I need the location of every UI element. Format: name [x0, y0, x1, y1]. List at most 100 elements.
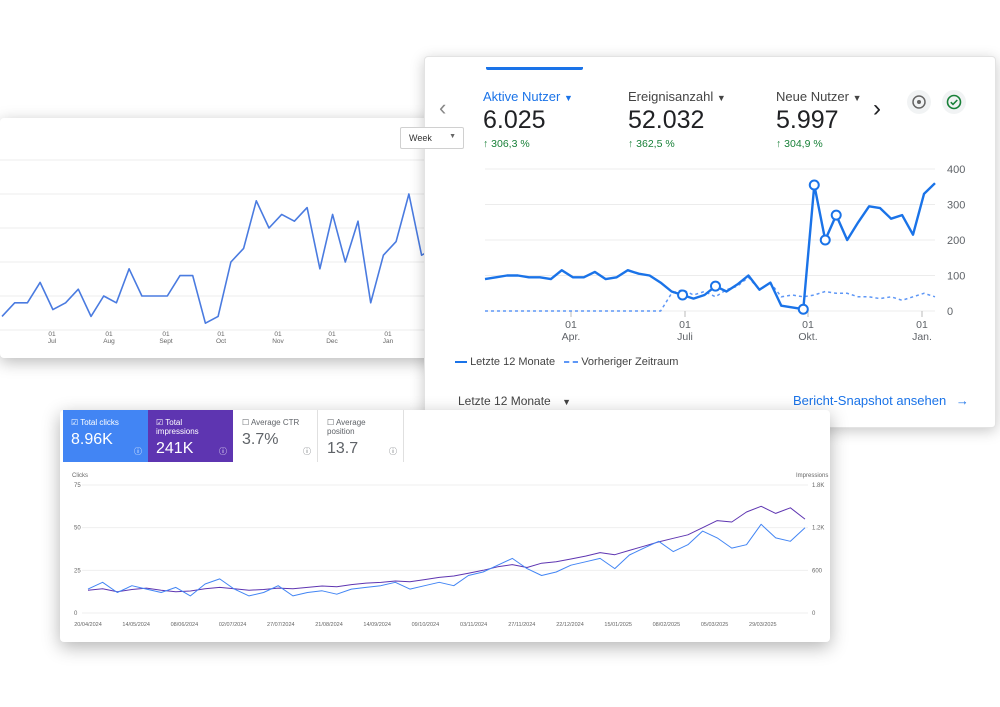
x-tick-day: 01: [274, 331, 282, 338]
x-tick-month: Jan.: [912, 331, 932, 343]
y-tick-label: 100: [947, 271, 965, 283]
metric-event-count-delta: ↑ 362,5 %: [628, 138, 675, 150]
right-axis-title: Impressions: [796, 473, 828, 479]
legend-dashed-icon: [564, 361, 579, 364]
annotation-marker: [709, 280, 721, 292]
x-tick-label: 29/03/2025: [749, 622, 777, 628]
previous-period-line: [485, 276, 936, 312]
range-dropdown-value: Letzte 12 Monate: [458, 394, 551, 408]
x-tick-day: 01: [916, 319, 928, 331]
y-right-tick-label: 0: [812, 611, 816, 617]
tile-total-impressions-label: ☑ Total impressions: [156, 418, 199, 436]
impressions-line: [87, 505, 806, 593]
check-circle-icon[interactable]: [942, 90, 966, 114]
x-tick-day: 01: [328, 331, 336, 338]
y-tick-label: 400: [947, 164, 965, 176]
metric-event-count-label: Ereignisanzahl ▼: [628, 89, 726, 104]
metric-active-users-value: 6.025: [483, 106, 546, 134]
metric-active-users[interactable]: Aktive Nutzer ▼ 6.025 ↑ 306,3 %: [483, 89, 573, 150]
snapshot-link-label: Bericht-Snapshot ansehen: [793, 393, 947, 408]
metric-new-users[interactable]: Neue Nutzer ▼ 5.997 ↑ 304,9 %: [776, 89, 862, 150]
x-tick-month: Dec: [326, 338, 338, 345]
tile-average-position-value: 13.7: [327, 440, 359, 457]
x-tick-label: 09/10/2024: [412, 622, 440, 628]
left-axis-title: Clicks: [72, 473, 88, 479]
help-icon: ⓘ: [219, 447, 227, 456]
range-dropdown[interactable]: Letzte 12 Monate ▼: [458, 394, 571, 408]
chevron-down-icon: ▼: [716, 93, 726, 103]
insights-icon[interactable]: [907, 90, 931, 114]
x-tick-month: Okt.: [798, 331, 817, 343]
x-tick-month: Juli: [677, 331, 693, 343]
x-tick-label: 14/05/2024: [122, 622, 150, 628]
y-left-tick-label: 50: [74, 526, 81, 532]
chevron-down-icon: ▼: [852, 93, 862, 103]
x-tick-month: Nov: [272, 338, 284, 345]
x-tick-label: 03/11/2024: [460, 622, 487, 628]
metric-active-users-delta: ↑ 306,3 %: [483, 138, 530, 150]
help-icon: ⓘ: [389, 447, 397, 456]
period-dropdown[interactable]: Week ▼: [400, 127, 464, 149]
legend-current-label: Letzte 12 Monate: [470, 356, 556, 368]
y-left-tick-label: 25: [74, 568, 81, 574]
y-left-tick-label: 0: [74, 611, 78, 617]
next-metrics-button[interactable]: ›: [873, 95, 881, 122]
x-tick-label: 22/12/2024: [556, 622, 584, 628]
x-tick-label: 20/04/2024: [74, 622, 102, 628]
performance-line-chart: Clicks Impressions 75 1.8K 50 1.2K 25 600 0 0 20/0…: [72, 473, 828, 628]
x-tick-label: 02/07/2024: [219, 622, 247, 628]
y-right-tick-label: 600: [812, 568, 823, 574]
x-tick-month: Apr.: [562, 331, 581, 343]
chevron-down-icon: ▼: [562, 397, 571, 407]
x-tick-label: 05/03/2025: [701, 622, 729, 628]
x-tick-day: 01: [565, 319, 577, 331]
annotation-marker: [830, 209, 842, 221]
x-tick-label: 14/09/2024: [363, 622, 391, 628]
x-tick-day: 01: [105, 331, 113, 338]
y-right-tick-label: 1.2K: [812, 526, 824, 532]
tile-total-clicks-label: ☑ Total clicks: [71, 418, 119, 427]
annotation-marker: [808, 179, 820, 191]
x-tick-label: 27/11/2024: [508, 622, 535, 628]
x-tick-month: Oct: [216, 338, 226, 345]
tile-total-impressions-value: 241K: [156, 440, 194, 457]
tile-total-clicks[interactable]: ☑ Total clicks 8.96K ⓘ: [63, 410, 148, 462]
metric-new-users-label: Neue Nutzer ▼: [776, 89, 862, 104]
tile-average-ctr-label: ☐ Average CTR: [242, 418, 300, 427]
tile-average-ctr-value: 3.7%: [242, 431, 279, 448]
x-tick-label: 08/02/2025: [653, 622, 681, 628]
clicks-line: [87, 523, 806, 597]
help-icon: ⓘ: [134, 447, 142, 456]
tile-total-clicks-value: 8.96K: [71, 431, 113, 448]
metric-event-count[interactable]: Ereignisanzahl ▼ 52.032 ↑ 362,5 %: [628, 89, 726, 150]
active-metric-indicator: [486, 67, 583, 70]
x-tick-day: 01: [217, 331, 225, 338]
weekly-series-line: [1, 193, 448, 324]
y-left-tick-label: 75: [74, 483, 81, 489]
x-tick-month: Jul: [48, 338, 57, 345]
weekly-line-chart: 252015105001Jul01Aug01Sept01Oct01Nov01De…: [0, 158, 468, 345]
tile-average-position-label: ☐ Average position: [327, 418, 366, 436]
period-dropdown-value: Week: [409, 133, 432, 143]
chevron-down-icon: ▼: [563, 93, 573, 103]
chevron-down-icon: ▼: [449, 133, 456, 140]
x-tick-day: 01: [48, 331, 56, 338]
y-tick-label: 300: [947, 200, 965, 212]
analytics-card: ‹ Aktive Nutzer ▼ 6.025 ↑ 306,3 % Ereign…: [424, 56, 996, 428]
tile-average-ctr[interactable]: ☐ Average CTR 3.7% ⓘ: [234, 410, 318, 462]
metric-new-users-delta: ↑ 304,9 %: [776, 138, 823, 150]
x-tick-label: 08/06/2024: [171, 622, 199, 628]
y-tick-label: 200: [947, 235, 965, 247]
snapshot-link[interactable]: Bericht-Snapshot ansehen →: [793, 393, 969, 408]
tile-average-position[interactable]: ☐ Average position 13.7 ⓘ: [319, 410, 404, 462]
chart-legend: Letzte 12 Monate Vorheriger Zeitraum: [455, 356, 678, 368]
current-period-line: [484, 182, 936, 311]
x-tick-month: Jan: [383, 338, 394, 345]
prev-metrics-button[interactable]: ‹: [439, 95, 447, 120]
metric-event-count-value: 52.032: [628, 106, 705, 134]
help-icon: ⓘ: [303, 447, 311, 456]
weekly-chart-card: 252015105001Jul01Aug01Sept01Oct01Nov01De…: [0, 118, 484, 358]
tile-total-impressions[interactable]: ☑ Total impressions 241K ⓘ: [148, 410, 233, 462]
annotation-marker: [677, 289, 689, 301]
x-tick-label: 27/07/2024: [267, 622, 295, 628]
